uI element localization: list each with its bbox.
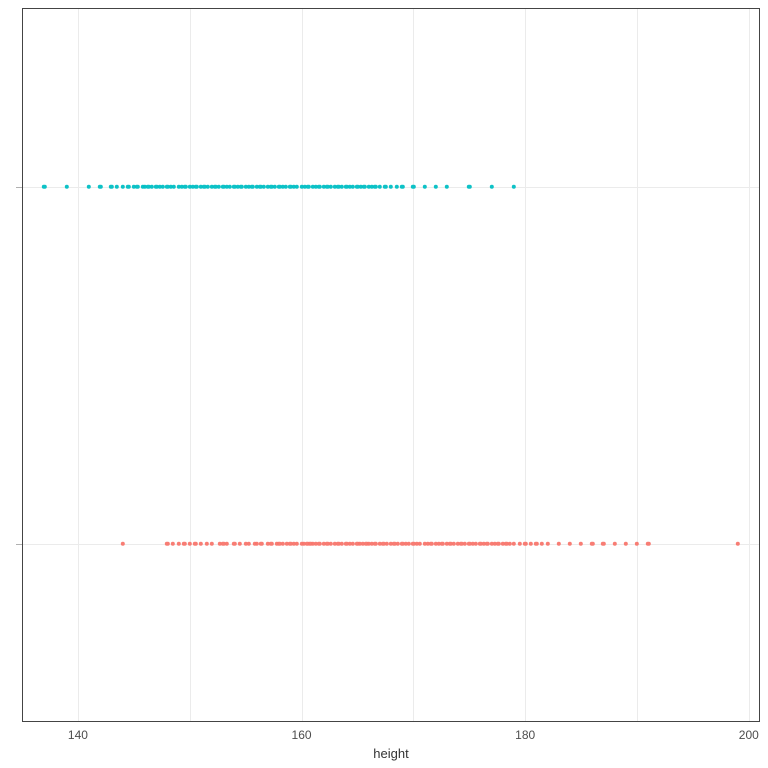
plot-panel (22, 8, 760, 722)
data-point (176, 541, 180, 545)
x-tick-label: 140 (68, 728, 88, 742)
data-point (579, 541, 583, 545)
data-point (529, 541, 533, 545)
data-point (512, 184, 516, 188)
x-gridline (78, 8, 79, 722)
data-point (126, 184, 130, 188)
data-point (517, 541, 521, 545)
data-point (540, 541, 544, 545)
data-point (259, 541, 263, 545)
data-point (238, 541, 242, 545)
data-point (224, 541, 228, 545)
x-tick-label: 200 (739, 728, 759, 742)
data-point (199, 541, 203, 545)
x-gridline-minor (190, 8, 191, 722)
x-tick-label: 180 (515, 728, 535, 742)
data-point (378, 184, 382, 188)
x-gridline (525, 8, 526, 722)
data-point (182, 541, 186, 545)
scatter-chart: 140 160 180 200 height (0, 0, 768, 768)
data-point (193, 541, 197, 545)
x-gridline-minor (413, 8, 414, 722)
data-point (383, 184, 387, 188)
data-point (590, 541, 594, 545)
data-point (512, 541, 516, 545)
data-point (545, 541, 549, 545)
data-point (534, 541, 538, 545)
data-point (489, 184, 493, 188)
data-point (445, 184, 449, 188)
data-point (269, 541, 273, 545)
data-point (188, 541, 192, 545)
data-point (624, 541, 628, 545)
x-gridline-minor (637, 8, 638, 722)
data-point (171, 541, 175, 545)
data-point (42, 184, 46, 188)
data-point (523, 541, 527, 545)
data-point (646, 541, 650, 545)
data-point (98, 184, 102, 188)
x-gridline (749, 8, 750, 722)
x-axis-title: height (373, 746, 408, 761)
data-point (467, 184, 471, 188)
data-point (65, 184, 69, 188)
data-point (135, 184, 139, 188)
data-point (394, 184, 398, 188)
data-point (165, 541, 169, 545)
y-tick-mark (16, 544, 22, 545)
data-point (232, 541, 236, 545)
data-point (557, 541, 561, 545)
data-point (568, 541, 572, 545)
data-point (120, 184, 124, 188)
data-point (87, 184, 91, 188)
data-point (389, 184, 393, 188)
data-point (612, 541, 616, 545)
data-point (120, 541, 124, 545)
data-point (204, 541, 208, 545)
data-point (247, 541, 251, 545)
data-point (400, 184, 404, 188)
data-point (411, 184, 415, 188)
data-point (422, 184, 426, 188)
x-gridline (302, 8, 303, 722)
data-point (115, 184, 119, 188)
data-point (601, 541, 605, 545)
data-point (735, 541, 739, 545)
data-point (434, 184, 438, 188)
data-point (210, 541, 214, 545)
y-tick-mark (16, 187, 22, 188)
data-point (109, 184, 113, 188)
x-tick-label: 160 (292, 728, 312, 742)
data-point (635, 541, 639, 545)
